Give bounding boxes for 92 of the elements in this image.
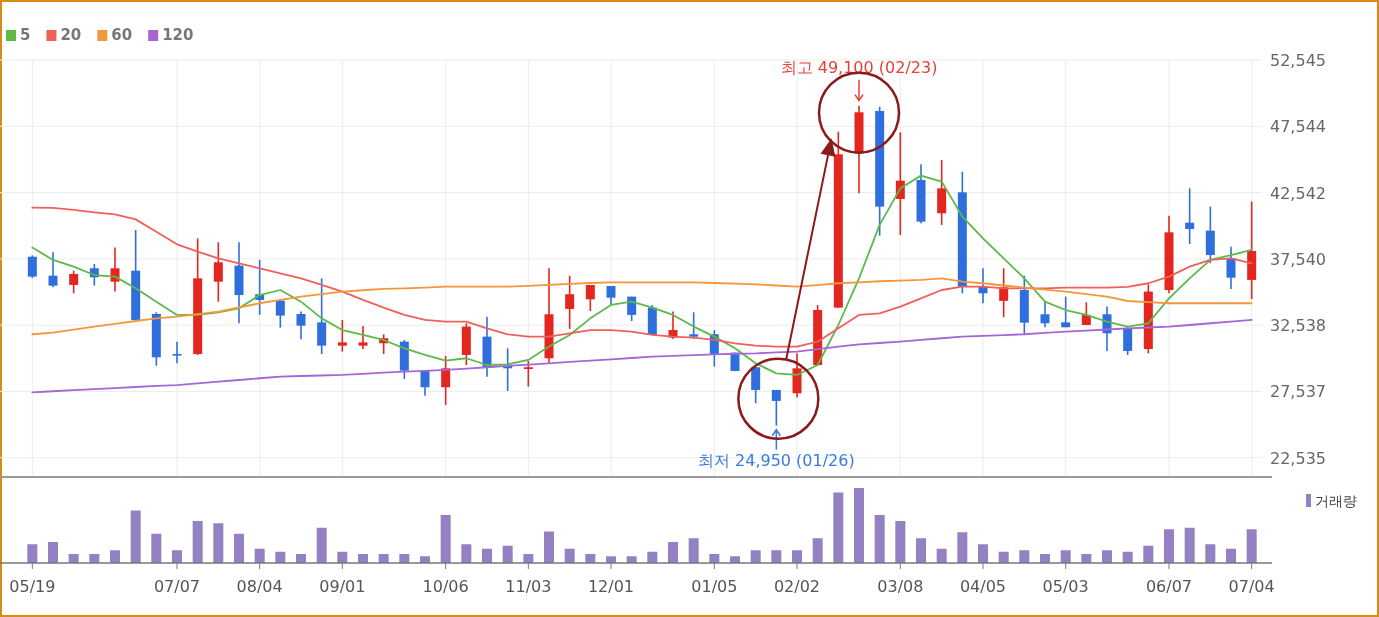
x-tick-label: 06/07 [1145, 577, 1193, 596]
y-tick-label: 37,540 [1270, 249, 1326, 269]
bar [854, 488, 864, 563]
y-tick-label: 47,544 [1270, 117, 1326, 137]
candlestick [296, 310, 306, 341]
legend-label: 5 [20, 26, 31, 44]
line-series [31, 277, 1253, 336]
candlestick [1061, 295, 1071, 329]
bar [916, 538, 926, 563]
y-tick-label: 52,545 [1270, 51, 1326, 70]
bar [833, 492, 844, 563]
candlestick [172, 340, 182, 365]
bar [502, 545, 513, 563]
bar [978, 544, 988, 563]
candlestick [1185, 187, 1195, 245]
bar [192, 521, 203, 563]
bar [1246, 529, 1257, 563]
x-tick-label: 04/05 [959, 577, 1007, 596]
x-tick-label: 08/04 [236, 577, 283, 596]
candlestick [358, 325, 368, 350]
candlestick [585, 284, 595, 312]
candlestick [523, 360, 533, 388]
bar [1184, 527, 1195, 563]
candlestick [420, 369, 430, 397]
annotation: 최저 24,950 (01/26) [697, 450, 855, 470]
candlestick [565, 274, 575, 330]
bar [461, 544, 472, 563]
bar [668, 542, 678, 563]
x-tick-label: 02/02 [773, 577, 821, 596]
bar [750, 550, 761, 563]
legend-label: 60 [111, 26, 133, 44]
candlestick [337, 319, 347, 353]
bar [1019, 550, 1030, 563]
x-tick-label: 09/01 [319, 577, 366, 596]
bar [440, 515, 451, 563]
candlestick [213, 241, 223, 303]
bar [1060, 550, 1071, 563]
bar [110, 550, 120, 563]
x-tick-label: 05/19 [9, 577, 56, 596]
y-tick-label: 42,542 [1270, 183, 1326, 203]
bar [688, 538, 699, 563]
bar [1102, 550, 1112, 563]
legend-label: 20 [60, 26, 82, 44]
candlestick [275, 299, 285, 329]
y-tick-label: 22,535 [1270, 448, 1326, 468]
bar [895, 521, 906, 563]
bar [48, 542, 58, 563]
bar [544, 531, 554, 563]
bar [234, 533, 244, 563]
bar [482, 548, 492, 563]
bar [812, 538, 823, 563]
x-tick-label: 07/04 [1228, 577, 1275, 596]
x-tick-label: 01/05 [691, 577, 738, 596]
bar [130, 510, 141, 563]
x-tick-label: 10/06 [422, 577, 469, 596]
candlestick [110, 246, 120, 293]
legend-label: 120 [162, 26, 194, 44]
y-tick-label: 27,537 [1270, 382, 1326, 402]
legend-label: 거래량 [1315, 493, 1357, 509]
bar [316, 527, 327, 563]
bar [1143, 545, 1154, 563]
bar [792, 550, 802, 563]
y-tick-label: 32,538 [1270, 316, 1326, 336]
bar [564, 548, 575, 563]
candlestick [48, 251, 58, 289]
bar [936, 548, 947, 563]
candlestick [317, 277, 327, 355]
bar [151, 533, 162, 563]
candlestick [69, 269, 79, 295]
candlestick [606, 285, 616, 306]
bar [1205, 544, 1216, 563]
bar [957, 532, 968, 563]
x-tick-label: 12/01 [587, 577, 635, 596]
bar [172, 550, 182, 563]
x-tick-label: 05/03 [1042, 577, 1089, 596]
bar [771, 550, 782, 563]
bar [1226, 548, 1236, 563]
bar [254, 548, 265, 563]
bar [874, 515, 885, 563]
bar [213, 523, 224, 563]
bar [27, 544, 38, 563]
x-tick-label: 11/03 [505, 577, 552, 596]
candlestick [751, 366, 761, 405]
annotation: 최고 49,100 (02/23) [780, 57, 938, 77]
bar [1164, 529, 1174, 563]
x-tick-label: 07/07 [153, 577, 201, 596]
candlestick [689, 311, 699, 340]
candlestick [1040, 300, 1050, 329]
candlestick [771, 389, 781, 427]
candlestick [1226, 245, 1236, 290]
x-tick-label: 03/08 [877, 577, 924, 596]
candlestick [27, 254, 37, 279]
